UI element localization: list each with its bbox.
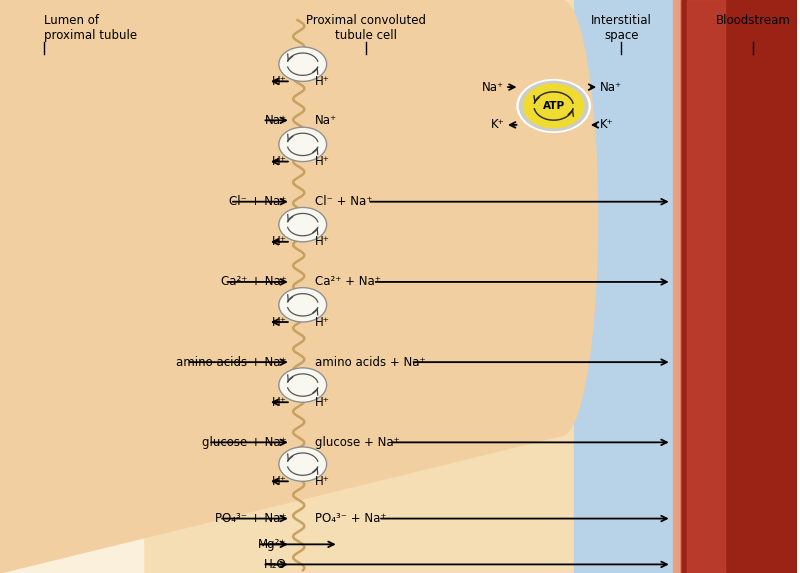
Polygon shape	[0, 0, 598, 573]
Text: H⁺: H⁺	[314, 75, 330, 88]
Text: H⁺: H⁺	[314, 475, 330, 488]
Text: Na⁺: Na⁺	[265, 114, 286, 127]
Polygon shape	[686, 0, 725, 573]
Text: H⁺: H⁺	[314, 155, 330, 168]
Text: ATP: ATP	[542, 101, 565, 111]
Circle shape	[279, 127, 326, 162]
Circle shape	[279, 47, 326, 81]
Text: Na⁺: Na⁺	[600, 81, 622, 93]
Circle shape	[279, 447, 326, 481]
Text: H⁺: H⁺	[272, 236, 286, 248]
Text: PO₄³⁻ + Na⁺: PO₄³⁻ + Na⁺	[314, 512, 386, 525]
Text: Interstitial
space: Interstitial space	[591, 14, 652, 42]
Circle shape	[517, 80, 590, 132]
Text: Bloodstream: Bloodstream	[715, 14, 790, 28]
Circle shape	[519, 81, 588, 131]
Text: Na⁺: Na⁺	[482, 81, 504, 93]
Text: Mg²⁺: Mg²⁺	[258, 538, 286, 551]
Text: Proximal convoluted
tubule cell: Proximal convoluted tubule cell	[306, 14, 426, 42]
Text: H₂O: H₂O	[264, 558, 286, 571]
Text: Ca²⁺ + Na⁺: Ca²⁺ + Na⁺	[314, 276, 381, 288]
Text: H⁺: H⁺	[314, 396, 330, 409]
Text: H⁺: H⁺	[272, 475, 286, 488]
Polygon shape	[673, 0, 681, 573]
Text: PO₄³⁻ + Na⁺: PO₄³⁻ + Na⁺	[215, 512, 286, 525]
Text: amino acids + Na⁺: amino acids + Na⁺	[176, 356, 286, 368]
Text: H⁺: H⁺	[272, 316, 286, 328]
Text: glucose + Na⁺: glucose + Na⁺	[202, 436, 286, 449]
Polygon shape	[574, 0, 673, 573]
Circle shape	[279, 288, 326, 322]
Text: H⁺: H⁺	[272, 155, 286, 168]
Text: H⁺: H⁺	[314, 236, 330, 248]
Text: H⁺: H⁺	[314, 316, 330, 328]
Polygon shape	[681, 0, 797, 573]
Text: Na⁺: Na⁺	[314, 114, 337, 127]
Text: amino acids + Na⁺: amino acids + Na⁺	[314, 356, 426, 368]
Text: K⁺: K⁺	[490, 119, 504, 131]
Text: Ca²⁺ + Na⁺: Ca²⁺ + Na⁺	[221, 276, 286, 288]
Circle shape	[523, 84, 584, 128]
Text: Cl⁻ + Na⁺: Cl⁻ + Na⁺	[314, 195, 372, 208]
Text: H⁺: H⁺	[272, 75, 286, 88]
Text: glucose + Na⁺: glucose + Na⁺	[314, 436, 399, 449]
Circle shape	[279, 207, 326, 242]
Text: Cl⁻ + Na⁺: Cl⁻ + Na⁺	[230, 195, 286, 208]
Text: Lumen of
proximal tubule: Lumen of proximal tubule	[44, 14, 137, 42]
Polygon shape	[0, 0, 143, 573]
Circle shape	[279, 368, 326, 402]
Text: K⁺: K⁺	[600, 119, 614, 131]
Text: H⁺: H⁺	[272, 396, 286, 409]
